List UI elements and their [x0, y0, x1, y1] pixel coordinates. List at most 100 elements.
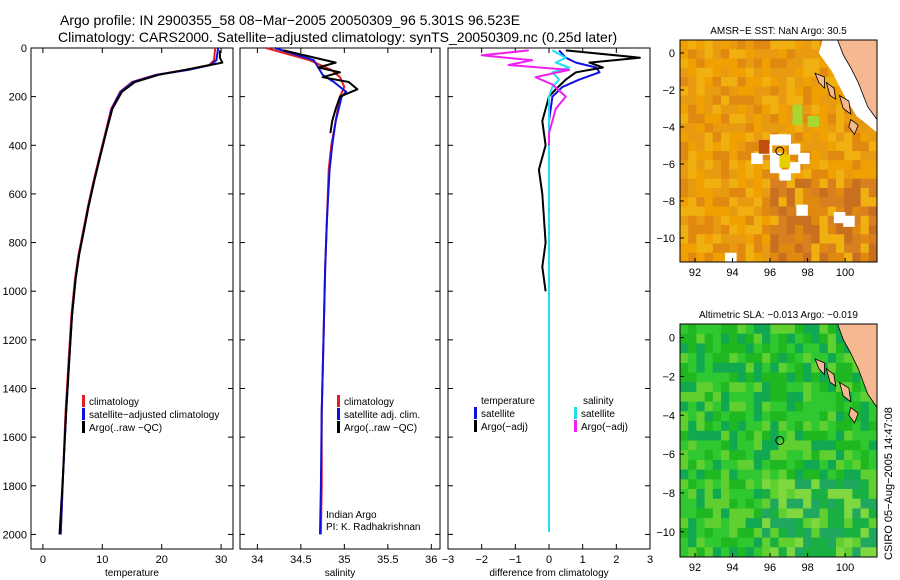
sla_map-cell: [827, 411, 837, 422]
sst_map-cell: [811, 77, 821, 87]
sst_map-cell: [778, 197, 788, 207]
sla_map-cell: [827, 440, 837, 451]
sst_map-cell: [811, 132, 821, 143]
difference-x-axis-label: difference from climatology: [489, 568, 608, 579]
sla_map-cell: [688, 489, 697, 500]
sst_map-cell: [696, 252, 706, 262]
sst_map-cell: [762, 58, 771, 69]
sst_map-cell: [680, 58, 689, 69]
sla_map-cell: [844, 440, 853, 451]
sla_map-cell: [786, 391, 796, 403]
sla_map-cell: [737, 401, 747, 412]
sst_map-cell: [852, 178, 862, 189]
sst_map-cell: [811, 151, 821, 161]
sla_map-cell: [868, 479, 877, 490]
temperature-legend-1-label: satellite−adjusted climatology: [89, 410, 219, 421]
sla_map-cell: [786, 421, 796, 432]
sst_map-cell: [770, 252, 779, 262]
sla_map-cell: [794, 518, 804, 529]
sst_map-cell: [762, 178, 771, 189]
sla_map-cell: [762, 440, 771, 451]
sla_map-cell: [721, 411, 730, 422]
sst_map-cell: [770, 95, 779, 106]
sst_map-cell: [688, 58, 697, 69]
sst_map-cell: [852, 188, 862, 198]
sla_map-cell: [770, 372, 779, 383]
sst_map-cell: [696, 95, 706, 106]
sst_map-cell: [827, 160, 837, 170]
sla_map-cell: [729, 469, 738, 480]
sst_map-cell: [852, 215, 862, 226]
sla_map-cell: [721, 518, 730, 529]
sla_map-cell: [819, 508, 829, 519]
sst-green-patch: [807, 115, 820, 127]
sla_map-cell: [688, 353, 697, 364]
sla_map-cell: [852, 537, 862, 548]
sst-bright-patch: [779, 154, 791, 168]
sla_map-cell: [786, 411, 796, 422]
sla_map-cell: [696, 362, 706, 374]
sla_map-cell: [680, 430, 689, 441]
sla_map-cell: [786, 382, 796, 393]
sla_map-cell: [778, 479, 788, 490]
sla_map-cell: [737, 508, 747, 519]
sla_map-cell: [712, 498, 722, 509]
sla_map-cell: [704, 489, 714, 500]
sst_map-cell: [688, 86, 697, 96]
sst_map-cell: [786, 132, 796, 143]
sst_map-cell: [737, 141, 747, 152]
sst_map-cell: [688, 141, 697, 152]
sla_map-cell: [778, 459, 788, 471]
salinity-frame: [239, 47, 441, 550]
sla_map-cell: [803, 469, 812, 480]
sla_map-cell: [835, 459, 845, 471]
sst_map-cell: [737, 234, 747, 244]
sst_map-cell: [762, 49, 771, 59]
sla_map-cell: [745, 489, 755, 500]
sst_map-cell: [729, 86, 738, 96]
sst_map-cell: [737, 243, 747, 254]
sla_map-cell: [721, 362, 730, 374]
sst_map-cell: [729, 132, 738, 143]
sla_map-cell: [827, 391, 837, 403]
sla_map-cell: [778, 382, 788, 393]
sst_map-cell: [844, 225, 853, 235]
sst_map-cell: [753, 132, 763, 143]
sla_map-cell: [696, 498, 706, 509]
sla_map-cell: [868, 518, 877, 529]
sst_map-cell: [770, 77, 779, 87]
sla_map-cell: [753, 450, 763, 461]
sst_map-cell: [721, 58, 730, 69]
sla_map-cell: [762, 508, 771, 519]
sla_map-cell: [737, 459, 747, 471]
sst_map-cell: [835, 104, 845, 115]
sst_map-cell: [811, 215, 821, 226]
sla_map-cell: [794, 372, 804, 383]
sla_map-cell: [827, 353, 837, 364]
sst_map-cell: [762, 132, 771, 143]
sla_map-cell: [852, 547, 862, 557]
sst_map-cell: [803, 58, 812, 69]
sst_map-cell: [745, 188, 755, 198]
sst_map-cell: [819, 169, 829, 180]
sla_map-cell: [762, 421, 771, 432]
sla_map-cell: [827, 547, 837, 557]
sla_map-cell: [811, 430, 821, 441]
sla_map-cell: [770, 353, 779, 364]
sst_map-cell: [852, 141, 862, 152]
sst_map-cell: [794, 123, 804, 133]
sla_map-cell: [794, 333, 804, 344]
mentawai-island: [848, 406, 859, 424]
sst_map-cell: [827, 169, 837, 180]
sla_map-cell: [704, 372, 714, 383]
sst_map-cell: [844, 132, 853, 143]
sst_map-cell: [794, 215, 804, 226]
sst_map-cell: [770, 141, 779, 152]
sla_map-x-tick-label: 100: [836, 562, 854, 574]
sst_map-cell: [844, 151, 853, 161]
sla_map-cell: [860, 479, 870, 490]
sst_map-cell: [753, 49, 763, 59]
sst_map-cell: [721, 95, 730, 106]
difference-legend-right-0-label: satellite: [581, 409, 615, 420]
sst_map-cell: [729, 243, 738, 254]
